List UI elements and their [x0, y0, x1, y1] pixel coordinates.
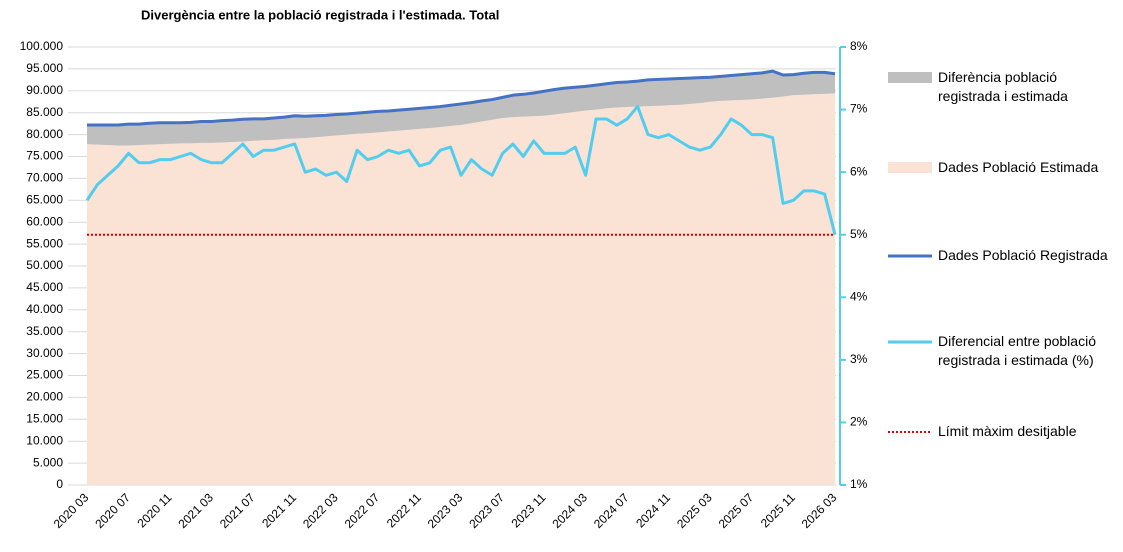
- legend-swatch: [888, 162, 932, 173]
- y-tick-label: 25.000: [26, 368, 63, 382]
- legend-label: Dades Població Registrada: [938, 247, 1108, 263]
- x-tick-label: 2022 03: [300, 490, 341, 531]
- x-tick-label: 2026 03: [799, 490, 840, 531]
- y-tick-label: 75.000: [26, 149, 63, 163]
- y-tick-label: 100.000: [20, 39, 64, 53]
- x-tick-label: 2024 03: [549, 490, 590, 531]
- y-tick-label: 70.000: [26, 171, 63, 185]
- y-tick-label: 55.000: [26, 236, 63, 250]
- x-tick-label: 2020 11: [135, 490, 175, 530]
- x-tick-label: 2023 07: [466, 490, 507, 531]
- y2-tick-label: 8%: [850, 39, 868, 53]
- legend-label: Límit màxim desitjable: [938, 423, 1077, 439]
- y-tick-label: 30.000: [26, 346, 63, 360]
- y2-tick-label: 3%: [850, 352, 868, 366]
- y2-tick-label: 1%: [850, 477, 868, 491]
- y2-tick-label: 4%: [850, 289, 868, 303]
- y-tick-label: 50.000: [26, 258, 63, 272]
- x-tick-label: 2021 03: [175, 490, 216, 531]
- x-tick-label: 2021 11: [259, 490, 299, 530]
- chart-title: Divergència entre la població registrada…: [141, 7, 499, 22]
- legend-label: Dades Població Estimada: [938, 159, 1099, 175]
- y2-tick-label: 6%: [850, 164, 868, 178]
- plot: [85, 69, 837, 485]
- x-tick-label: 2022 11: [384, 490, 424, 530]
- y-tick-label: 20.000: [26, 390, 63, 404]
- y-tick-label: 35.000: [26, 324, 63, 338]
- x-tick-label: 2024 07: [591, 490, 632, 531]
- x-tick-label: 2025 03: [674, 490, 715, 531]
- y-tick-label: 45.000: [26, 280, 63, 294]
- x-tick-label: 2021 07: [217, 490, 258, 531]
- legend-swatch: [888, 72, 932, 83]
- y2-tick-label: 2%: [850, 415, 868, 429]
- legend-label: Diferencial entre població registrada i …: [938, 333, 1096, 368]
- y-tick-label: 40.000: [26, 302, 63, 316]
- y-tick-label: 10.000: [26, 433, 63, 447]
- y-tick-label: 15.000: [26, 411, 63, 425]
- y-tick-label: 80.000: [26, 127, 63, 141]
- x-tick-label: 2022 07: [342, 490, 383, 531]
- x-tick-label: 2024 11: [633, 490, 673, 530]
- y-tick-label: 95.000: [26, 61, 63, 75]
- y2-tick-label: 5%: [850, 227, 868, 241]
- x-tick-label: 2025 11: [758, 490, 798, 530]
- y-tick-label: 65.000: [26, 192, 63, 206]
- y-tick-label: 90.000: [26, 83, 63, 97]
- x-tick-label: 2020 07: [92, 490, 133, 531]
- x-tick-label: 2023 03: [425, 490, 466, 531]
- y-tick-label: 85.000: [26, 105, 63, 119]
- y-tick-label: 0: [56, 477, 63, 491]
- legend-label: Diferència població registrada i estimad…: [938, 69, 1068, 104]
- y-tick-label: 5.000: [33, 455, 63, 469]
- y-tick-label: 60.000: [26, 214, 63, 228]
- x-tick-label: 2023 11: [509, 490, 549, 530]
- area: [87, 93, 835, 485]
- area: [87, 71, 835, 146]
- x-tick-label: 2020 03: [51, 490, 92, 531]
- line: [87, 69, 836, 127]
- y2-tick-label: 7%: [850, 102, 868, 116]
- line: [85, 104, 837, 236]
- x-tick-label: 2025 07: [716, 490, 757, 531]
